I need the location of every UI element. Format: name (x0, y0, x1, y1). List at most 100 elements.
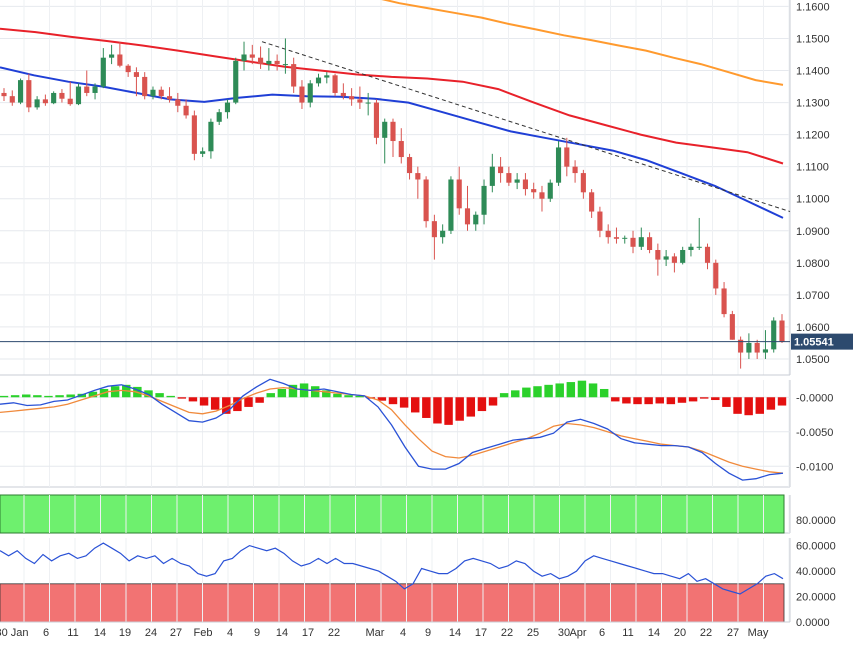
x-tick-label: 22 (700, 627, 712, 639)
y-tick-label: -0.0050 (796, 427, 833, 439)
candle-body (531, 189, 537, 193)
candle-body (597, 211, 603, 231)
candle-body (506, 173, 512, 183)
macd-histogram-bar (566, 382, 576, 398)
candle-body (729, 314, 735, 340)
candle-body (17, 80, 24, 103)
x-tick-label: May (748, 627, 769, 639)
macd-histogram-bar (199, 397, 209, 406)
macd-histogram-bar (733, 397, 742, 414)
macd-histogram-bar (288, 384, 298, 398)
candle-body (175, 99, 181, 106)
macd-histogram-bar (10, 395, 20, 398)
y-tick-label: 1.1500 (796, 33, 830, 45)
candle-body (754, 342, 760, 353)
macd-histogram-bar (699, 397, 709, 399)
candle-body (34, 99, 40, 108)
candle-body (332, 75, 338, 93)
candle-body (307, 83, 313, 103)
candle-body (1, 92, 7, 97)
candle-body (340, 92, 346, 97)
x-tick-label: 25 (527, 627, 539, 639)
macd-histogram-bar (711, 397, 720, 401)
macd-histogram-bar (155, 393, 164, 398)
candle-body (357, 99, 363, 103)
macd-histogram-bar (233, 397, 242, 412)
macd-histogram-bar (644, 397, 653, 405)
macd-histogram-bar (633, 397, 642, 405)
candle-body (464, 208, 471, 225)
macd-histogram-bar (399, 397, 409, 408)
macd-histogram-bar (466, 397, 476, 417)
indicator-band (0, 494, 785, 534)
y-tick-label: -0.0000 (796, 392, 833, 404)
candle-body (241, 54, 247, 61)
candle-body (613, 237, 620, 239)
candle-body (539, 192, 545, 199)
macd-histogram-bar (333, 393, 342, 398)
y-tick-label: 60.0000 (796, 541, 836, 553)
candle-body (655, 250, 661, 260)
candle-body (158, 89, 164, 97)
candle-body (605, 230, 611, 238)
macd-histogram-bar (388, 397, 398, 405)
macd-histogram-bar (322, 390, 331, 398)
x-tick-label: 4 (400, 627, 406, 639)
macd-histogram-bar (533, 386, 542, 398)
macd-histogram-bar (433, 397, 442, 424)
candle-body (183, 105, 189, 116)
candle-body (100, 57, 106, 87)
macd-histogram-bar (666, 397, 676, 405)
candle-body (746, 342, 752, 353)
macd-histogram-bar (455, 397, 464, 421)
macd-signal-line (0, 386, 784, 474)
candle-body (382, 121, 388, 138)
candle-body (704, 246, 711, 263)
macd-histogram-bar (688, 397, 698, 402)
candle-body (431, 221, 437, 238)
macd-histogram-bar (522, 387, 531, 398)
macd-histogram-bar (722, 397, 731, 407)
candle-body (448, 179, 454, 231)
x-tick-label: 19 (119, 627, 131, 639)
candle-body (489, 166, 495, 186)
macd-histogram-bar (222, 397, 231, 414)
macd-histogram-bar (755, 397, 764, 414)
candle-body (514, 179, 520, 183)
macd-histogram-bar (655, 397, 664, 404)
candle-body (688, 246, 694, 250)
candle-body (9, 96, 15, 103)
candle-body (67, 98, 73, 105)
candle-body (721, 288, 727, 315)
candle-body (738, 339, 744, 353)
x-tick-label: 14 (648, 627, 660, 639)
macd-histogram-bar (577, 380, 587, 398)
macd-histogram-bar (210, 397, 220, 410)
candle-body (771, 320, 777, 350)
macd-histogram-bar (244, 397, 253, 407)
candle-body (390, 121, 396, 142)
x-tick-label: 14 (94, 627, 106, 639)
candle-body (498, 166, 504, 174)
macd-histogram-bar (377, 397, 387, 401)
macd-histogram-bar (66, 394, 75, 398)
candle-body (680, 250, 686, 263)
candle-body (92, 86, 98, 93)
macd-histogram-bar (555, 383, 564, 398)
macd-histogram-bar (166, 395, 175, 398)
candle-body (249, 54, 255, 58)
candle-body (42, 99, 48, 104)
y-tick-label: 1.1600 (796, 1, 830, 13)
candle-body (233, 60, 239, 103)
candle-body (398, 141, 404, 158)
current-price-label: 1.05541 (794, 337, 834, 349)
candle-body (84, 86, 90, 93)
y-tick-label: 1.1400 (796, 66, 830, 78)
y-tick-label: 1.0800 (796, 258, 830, 270)
candle-body (150, 89, 156, 97)
candle-body (779, 320, 785, 342)
macd-histogram-bar (266, 393, 275, 398)
candle-body (762, 349, 769, 353)
candle-body (26, 80, 32, 108)
